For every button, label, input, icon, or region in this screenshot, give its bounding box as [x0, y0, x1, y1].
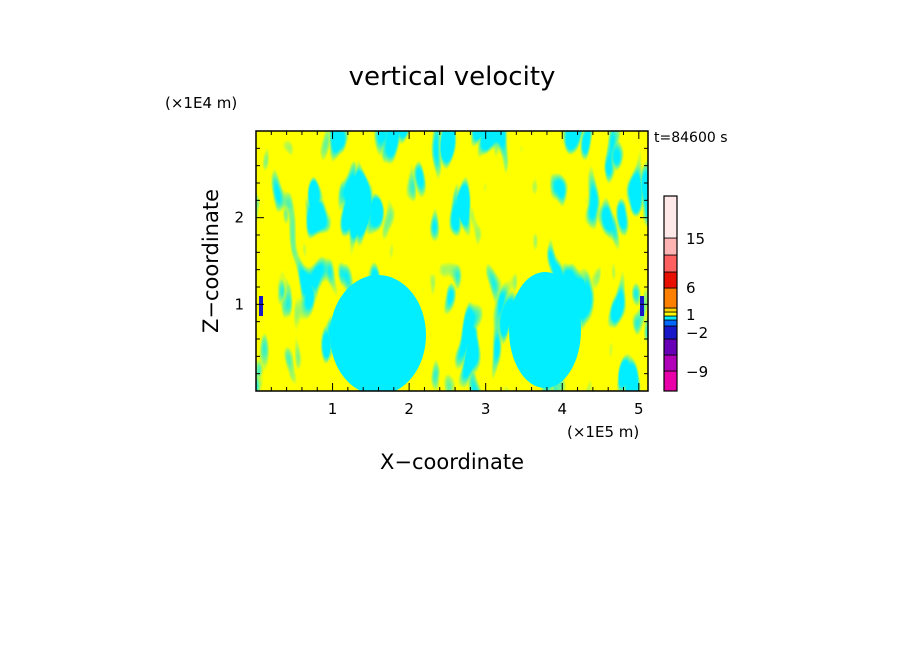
y-tick-label: 2: [234, 209, 244, 227]
colorbar-band: [663, 254, 678, 273]
y-axis-label: Z−coordinate: [199, 189, 223, 333]
colorbar-band: [663, 237, 678, 256]
colorbar-band: [663, 307, 678, 313]
colorbar-band: [663, 271, 678, 289]
field-edge-right: [640, 296, 644, 316]
heatmap-field: [256, 131, 648, 391]
colorbar-tick-label: −9: [686, 363, 708, 381]
field-cyan-plume-left: [330, 275, 426, 391]
colorbar-tick-label: −2: [686, 324, 708, 342]
plot-frame: [255, 130, 649, 392]
colorbar-band: [663, 311, 678, 317]
y-unit-label: (×1E4 m): [165, 94, 237, 112]
x-tick-label: 5: [634, 400, 644, 418]
colorbar-band: [663, 287, 678, 309]
field-yellow-pattern: [256, 131, 648, 391]
colorbar-band: [663, 354, 678, 372]
x-tick-label: 1: [328, 400, 338, 418]
colorbar-tick-label: 6: [686, 279, 696, 297]
colorbar-band: [663, 325, 678, 340]
time-annotation: t=84600 s: [654, 130, 728, 146]
colorbar-band: [663, 195, 678, 239]
chart-title: vertical velocity: [349, 62, 556, 92]
colorbar: 15 6 1−2 −9: [663, 195, 708, 392]
x-axis-label: X−coordinate: [380, 450, 524, 474]
colorbar-band: [663, 315, 678, 321]
x-unit-label: (×1E5 m): [567, 423, 639, 441]
colorbar-band: [663, 370, 678, 392]
colorbar-band: [663, 338, 678, 356]
colorbar-band: [663, 319, 678, 327]
x-tick-label: 4: [557, 400, 567, 418]
colorbar-tick-label: 1: [686, 306, 696, 324]
axes: 1 2 3 4 5 1 2: [234, 131, 648, 418]
x-tick-label: 3: [481, 400, 491, 418]
colorbar-frame: [663, 195, 678, 392]
y-tick-label: 1: [234, 295, 244, 313]
x-tick-label: 2: [404, 400, 414, 418]
field-edge-left: [259, 296, 263, 316]
colorbar-tick-label: 15: [686, 230, 705, 248]
field-cyan-plume-right: [509, 272, 581, 388]
